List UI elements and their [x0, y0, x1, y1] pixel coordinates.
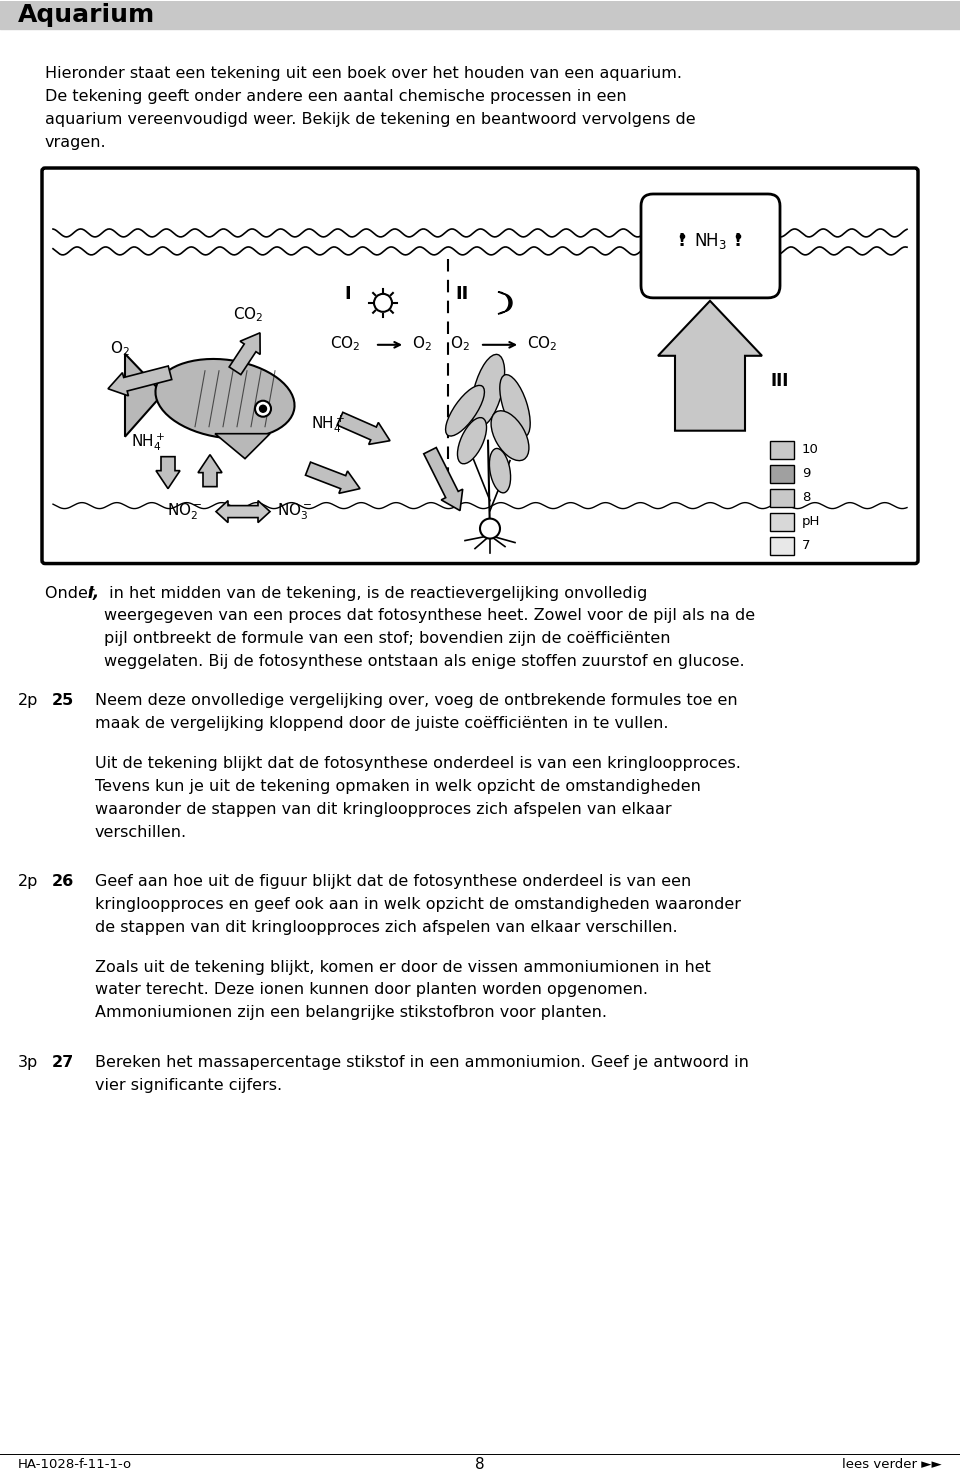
Text: Uit de tekening blijkt dat de fotosynthese onderdeel is van een kringloopproces.: Uit de tekening blijkt dat de fotosynthe… [95, 756, 741, 840]
Text: 9: 9 [802, 467, 810, 481]
Circle shape [480, 519, 500, 538]
Circle shape [259, 405, 267, 413]
Text: CO$_2$: CO$_2$ [329, 335, 360, 354]
Polygon shape [229, 333, 260, 374]
Text: pH: pH [802, 514, 821, 528]
FancyBboxPatch shape [641, 195, 780, 298]
Bar [770, 441, 794, 458]
Text: 2p: 2p [18, 874, 38, 889]
Bar [770, 537, 794, 554]
FancyBboxPatch shape [42, 168, 918, 563]
Polygon shape [423, 448, 463, 510]
Polygon shape [337, 413, 390, 445]
Text: Onder: Onder [45, 585, 100, 600]
Bar [770, 488, 794, 507]
Text: I,: I, [88, 585, 100, 600]
Polygon shape [498, 292, 512, 314]
Text: Geef aan hoe uit de figuur blijkt dat de fotosynthese onderdeel is van een
kring: Geef aan hoe uit de figuur blijkt dat de… [95, 874, 741, 935]
Ellipse shape [490, 448, 511, 492]
Text: 8: 8 [802, 491, 810, 504]
Text: I: I [345, 284, 351, 302]
Text: !: ! [678, 231, 686, 251]
Text: NO$_3^-$: NO$_3^-$ [277, 501, 313, 522]
Text: Hieronder staat een tekening uit een boek over het houden van een aquarium.
De t: Hieronder staat een tekening uit een boe… [45, 66, 696, 149]
Text: 3p: 3p [18, 1055, 38, 1070]
Text: O$_2$: O$_2$ [412, 335, 432, 354]
Text: 7: 7 [802, 539, 810, 553]
Polygon shape [156, 457, 180, 488]
Text: 2p: 2p [18, 693, 38, 709]
Text: 8: 8 [475, 1456, 485, 1473]
Circle shape [255, 401, 271, 417]
Polygon shape [125, 354, 163, 436]
Text: CO$_2$: CO$_2$ [232, 305, 263, 323]
Bar [770, 513, 794, 531]
Polygon shape [108, 366, 172, 397]
Text: O$_2$: O$_2$ [450, 335, 469, 354]
Bar [770, 464, 794, 482]
Text: NH$_4^+$: NH$_4^+$ [311, 413, 346, 435]
Text: lees verder ►►: lees verder ►► [842, 1458, 942, 1471]
Polygon shape [215, 433, 270, 458]
Text: NH$_3$: NH$_3$ [693, 231, 727, 251]
Text: NO$_2^-$: NO$_2^-$ [167, 501, 203, 522]
Text: Aquarium: Aquarium [18, 3, 156, 27]
Text: Zoals uit de tekening blijkt, komen er door de vissen ammoniumionen in het
water: Zoals uit de tekening blijkt, komen er d… [95, 960, 710, 1020]
Text: in het midden van de tekening, is de reactievergelijking onvolledig
weergegeven : in het midden van de tekening, is de rea… [104, 585, 756, 669]
Text: NH$_4^+$: NH$_4^+$ [131, 432, 165, 453]
Text: 25: 25 [52, 693, 74, 709]
Ellipse shape [458, 417, 487, 464]
Ellipse shape [500, 374, 530, 436]
Text: Bereken het massapercentage stikstof in een ammoniumion. Geef je antwoord in
vie: Bereken het massapercentage stikstof in … [95, 1055, 749, 1092]
Text: 26: 26 [52, 874, 74, 889]
Text: III: III [770, 371, 788, 389]
Polygon shape [305, 463, 360, 494]
Text: Neem deze onvolledige vergelijking over, voeg de ontbrekende formules toe en
maa: Neem deze onvolledige vergelijking over,… [95, 693, 737, 731]
Text: II: II [455, 284, 468, 302]
Ellipse shape [445, 385, 485, 436]
Text: CO$_2$: CO$_2$ [527, 335, 557, 354]
Text: 10: 10 [802, 444, 819, 455]
Polygon shape [198, 454, 222, 486]
Ellipse shape [156, 360, 295, 439]
Text: O$_2$: O$_2$ [110, 340, 130, 358]
Ellipse shape [492, 411, 529, 461]
Text: 27: 27 [52, 1055, 74, 1070]
Ellipse shape [471, 354, 505, 427]
Polygon shape [216, 501, 270, 523]
Text: !: ! [734, 231, 742, 251]
Polygon shape [658, 301, 762, 430]
Bar [0, 1, 960, 29]
Text: HA-1028-f-11-1-o: HA-1028-f-11-1-o [18, 1458, 132, 1471]
